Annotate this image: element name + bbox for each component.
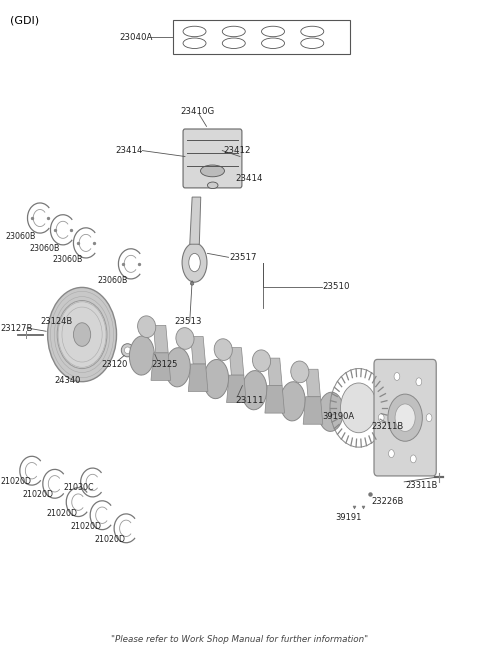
Text: 23125: 23125 (152, 360, 178, 369)
Text: 23211B: 23211B (372, 422, 404, 431)
Text: 21020D: 21020D (0, 478, 32, 486)
Polygon shape (188, 364, 208, 392)
Text: 23060B: 23060B (29, 243, 60, 253)
Polygon shape (151, 353, 170, 380)
Text: 23040A: 23040A (120, 33, 153, 42)
Polygon shape (190, 197, 201, 244)
Circle shape (388, 449, 394, 457)
Ellipse shape (130, 336, 155, 375)
Text: "Please refer to Work Shop Manual for further information": "Please refer to Work Shop Manual for fu… (111, 634, 369, 644)
Circle shape (416, 378, 422, 386)
FancyBboxPatch shape (374, 359, 436, 476)
Polygon shape (306, 369, 321, 397)
Ellipse shape (214, 338, 232, 360)
Text: 21020D: 21020D (70, 522, 101, 531)
Text: 23412: 23412 (223, 146, 251, 155)
Polygon shape (303, 397, 323, 424)
Ellipse shape (121, 344, 134, 357)
Circle shape (340, 383, 377, 433)
Text: 23060B: 23060B (5, 232, 36, 241)
Ellipse shape (201, 165, 225, 176)
Text: 23127B: 23127B (0, 323, 33, 333)
Bar (173, 20, 350, 54)
Ellipse shape (204, 359, 228, 399)
Ellipse shape (207, 182, 218, 188)
Text: 23120: 23120 (101, 360, 128, 369)
Polygon shape (229, 348, 244, 375)
Ellipse shape (191, 282, 194, 285)
Text: 21030C: 21030C (64, 483, 95, 492)
Text: 21020D: 21020D (22, 491, 53, 499)
Circle shape (394, 373, 400, 380)
Text: 23510: 23510 (323, 282, 350, 291)
Ellipse shape (189, 253, 200, 272)
Ellipse shape (138, 316, 156, 338)
Text: 39190A: 39190A (323, 412, 354, 421)
Text: 23414: 23414 (116, 146, 143, 155)
Polygon shape (154, 325, 168, 353)
Text: 39191: 39191 (336, 514, 362, 522)
Circle shape (48, 287, 117, 382)
Ellipse shape (124, 347, 131, 354)
Circle shape (395, 404, 415, 432)
Circle shape (57, 300, 107, 369)
Ellipse shape (165, 348, 190, 387)
Circle shape (426, 414, 432, 422)
Text: 21020D: 21020D (46, 509, 77, 518)
Ellipse shape (182, 243, 207, 282)
Circle shape (378, 414, 384, 422)
Text: (GDI): (GDI) (10, 15, 39, 25)
Text: 23414: 23414 (235, 174, 263, 183)
Text: 23111: 23111 (235, 396, 264, 405)
Text: 24340: 24340 (54, 376, 81, 385)
Circle shape (73, 323, 91, 346)
Ellipse shape (280, 382, 305, 421)
Text: 23517: 23517 (229, 253, 257, 262)
FancyBboxPatch shape (183, 129, 242, 188)
Text: 23513: 23513 (174, 317, 202, 326)
Polygon shape (267, 358, 282, 386)
Circle shape (388, 394, 422, 441)
Ellipse shape (176, 327, 194, 349)
Circle shape (410, 455, 416, 463)
Ellipse shape (318, 392, 343, 432)
Polygon shape (227, 375, 246, 403)
Text: 23124B: 23124B (40, 317, 72, 326)
Ellipse shape (252, 350, 271, 371)
Text: 21020D: 21020D (94, 535, 125, 544)
Text: 23311B: 23311B (405, 481, 437, 489)
Polygon shape (191, 337, 205, 364)
Text: 23060B: 23060B (52, 255, 83, 264)
Text: 23410G: 23410G (180, 108, 215, 117)
Text: 23060B: 23060B (97, 276, 128, 285)
Ellipse shape (291, 361, 309, 382)
Polygon shape (265, 386, 285, 413)
Ellipse shape (242, 371, 267, 410)
Text: 23226B: 23226B (372, 497, 404, 506)
